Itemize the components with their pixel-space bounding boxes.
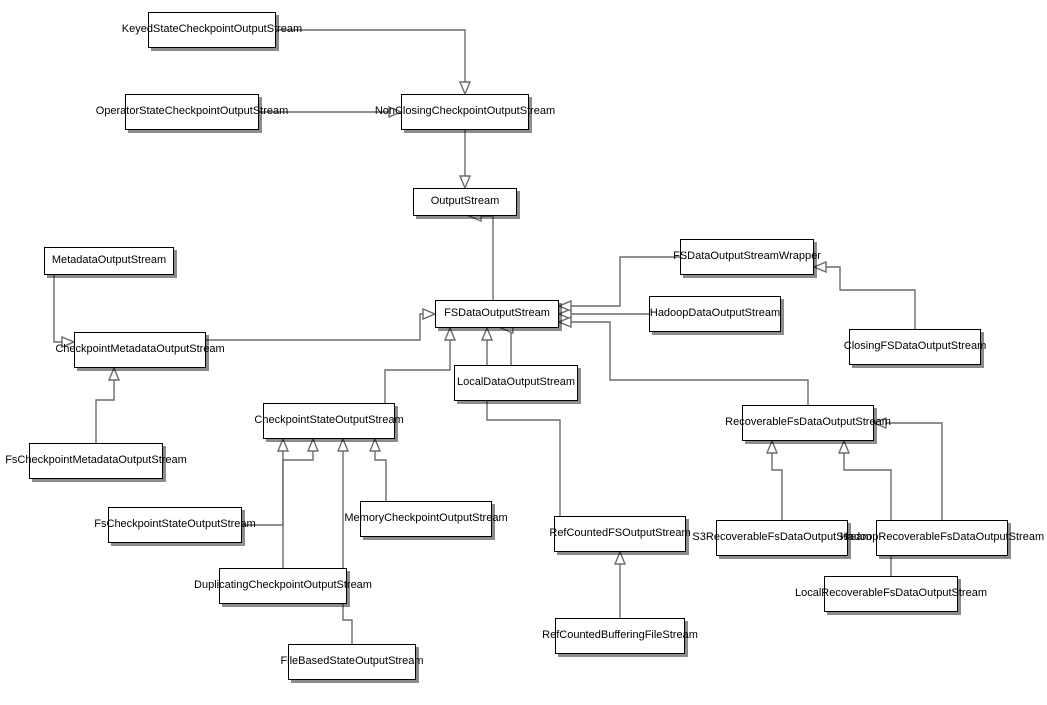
class-label: OutputStream (156, 343, 224, 356)
class-label: FsDataOutputStream (940, 531, 1044, 544)
class-box-CheckpointStateOutputStream: CheckpointStateOutputStream (263, 403, 395, 439)
class-label: RecoverableFs (725, 416, 799, 429)
class-box-LocalDataOutputStream: LocalDataOutputStream (454, 365, 578, 401)
class-box-FsCheckpointMetadataOutputStream: FsCheckpointMetadataOutputStream (29, 443, 163, 479)
edge-RecoverableFsDataOutputStream-to-FSDataOutputStream (559, 322, 808, 405)
edge-MetadataOutputStream-to-CheckpointMetadataOutputStream (54, 275, 74, 342)
class-label: StreamWrapper (743, 250, 820, 263)
edge-FsCheckpointStateOutputStream-to-CheckpointStateOutputStream (242, 439, 283, 525)
class-box-LocalRecoverableFsDataOutputStream: LocalRecoverableFsDataOutputStream (824, 576, 958, 612)
class-label: OutputStream (335, 414, 403, 427)
class-label: FsCheckpoint (94, 518, 161, 531)
class-box-MetadataOutputStream: MetadataOutputStream (44, 247, 174, 275)
edge-LocalDataOutputStream-to-FSDataOutputStream (501, 328, 511, 365)
class-box-CheckpointMetadataOutputStream: CheckpointMetadataOutputStream (74, 332, 206, 368)
class-box-FSDataOutputStream: FSDataOutputStream (435, 300, 559, 328)
class-label: CheckpointMetadata (55, 343, 156, 356)
class-label: HadoopRecoverable (840, 531, 940, 544)
class-box-ClosingFSDataOutputStream: ClosingFSDataOutputStream (849, 329, 981, 365)
class-box-NonClosingCheckpointOutputStream: NonClosingCheckpointOutputStream (401, 94, 529, 130)
class-label: LocalRecoverable (795, 587, 883, 600)
class-label: OutputStream (439, 512, 507, 525)
class-label: FsCheckpoint (5, 454, 72, 467)
class-box-S3RecoverableFsDataOutputStream: S3RecoverableFsDataOutputStream (716, 520, 848, 556)
class-label: HadoopData (650, 307, 712, 320)
class-label: OutputStream (487, 105, 555, 118)
edge-DuplicatingCheckpointOutputStream-to-CheckpointStateOutputStream (283, 439, 313, 568)
edge-MemoryCheckpointOutputStream-to-CheckpointStateOutputStream (375, 439, 386, 501)
class-label: KeyedStateCheckpoint (122, 23, 234, 36)
class-box-FileBasedStateOutputStream: FileBasedStateOutputStream (288, 644, 416, 680)
class-label: BufferingFileStream (601, 629, 698, 642)
edge-KeyedStateCheckpointOutputStream-to-NonClosingCheckpointOutputStream (276, 30, 465, 94)
class-box-HadoopRecoverableFsDataOutputStream: HadoopRecoverableFsDataOutputStream (876, 520, 1008, 556)
edge-HadoopRecoverableFsDataOutputStream-to-RecoverableFsDataOutputStream (874, 423, 942, 520)
class-label: OperatorState (96, 105, 165, 118)
edge-S3RecoverableFsDataOutputStream-to-RecoverableFsDataOutputStream (772, 441, 782, 520)
edge-ClosingFSDataOutputStream-to-FSDataOutputStreamWrapper (814, 267, 915, 329)
class-box-KeyedStateCheckpointOutputStream: KeyedStateCheckpointOutputStream (148, 12, 276, 48)
class-label: CheckpointOutputStream (165, 105, 289, 118)
class-label: NonClosingCheckpoint (375, 105, 487, 118)
class-label: OutputStream (355, 655, 423, 668)
class-box-OperatorStateCheckpointOutputStream: OperatorStateCheckpointOutputStream (125, 94, 259, 130)
class-label: OutputStream (431, 195, 499, 208)
class-label: OutputStream (507, 376, 575, 389)
class-box-HadoopDataOutputStream: HadoopDataOutputStream (649, 296, 781, 332)
class-label: FsDataOutputStream (883, 587, 987, 600)
class-label: MemoryCheckpoint (344, 512, 439, 525)
class-label: RefCounted (542, 629, 601, 642)
edge-CheckpointMetadataOutputStream-to-FSDataOutputStream (206, 314, 435, 340)
class-label: FSDataOutputStream (444, 307, 550, 320)
class-label: LocalData (457, 376, 507, 389)
class-box-RefCountedBufferingFileStream: RefCountedBufferingFileStream (555, 618, 685, 654)
edge-FsCheckpointMetadataOutputStream-to-CheckpointMetadataOutputStream (96, 368, 114, 443)
class-box-MemoryCheckpointOutputStream: MemoryCheckpointOutputStream (360, 501, 492, 537)
class-label: S3RecoverableFs (692, 531, 779, 544)
class-box-FSDataOutputStreamWrapper: FSDataOutputStreamWrapper (680, 239, 814, 275)
class-label: FSDataOutput (673, 250, 743, 263)
class-label: RefCountedFS (549, 527, 622, 540)
class-box-FsCheckpointStateOutputStream: FsCheckpointStateOutputStream (108, 507, 242, 543)
edge-CheckpointStateOutputStream-to-FSDataOutputStream (385, 328, 450, 403)
class-box-OutputStream: OutputStream (413, 188, 517, 216)
class-label: MetadataOutputStream (72, 454, 186, 467)
class-label: OutputStream (918, 340, 986, 353)
edge-RefCountedFSOutputStream-to-FSDataOutputStream (487, 328, 560, 516)
class-label: OutputStream (712, 307, 780, 320)
class-box-DuplicatingCheckpointOutputStream: DuplicatingCheckpointOutputStream (219, 568, 347, 604)
edge-FSDataOutputStream-to-OutputStream (469, 216, 493, 300)
class-box-RecoverableFsDataOutputStream: RecoverableFsDataOutputStream (742, 405, 874, 441)
class-label: DataOutputStream (799, 416, 891, 429)
class-label: ClosingFSData (844, 340, 918, 353)
edge-FileBasedStateOutputStream-to-CheckpointStateOutputStream (343, 439, 352, 644)
class-label: OutputStream (234, 23, 302, 36)
class-label: OutputStream (622, 527, 690, 540)
class-label: MetadataOutputStream (52, 254, 166, 267)
class-label: Duplicating (194, 579, 248, 592)
class-label: CheckpointState (254, 414, 335, 427)
class-label: StateOutputStream (162, 518, 256, 531)
class-box-RefCountedFSOutputStream: RefCountedFSOutputStream (554, 516, 686, 552)
class-label: CheckpointOutputStream (248, 579, 372, 592)
class-label: FileBasedState (280, 655, 355, 668)
